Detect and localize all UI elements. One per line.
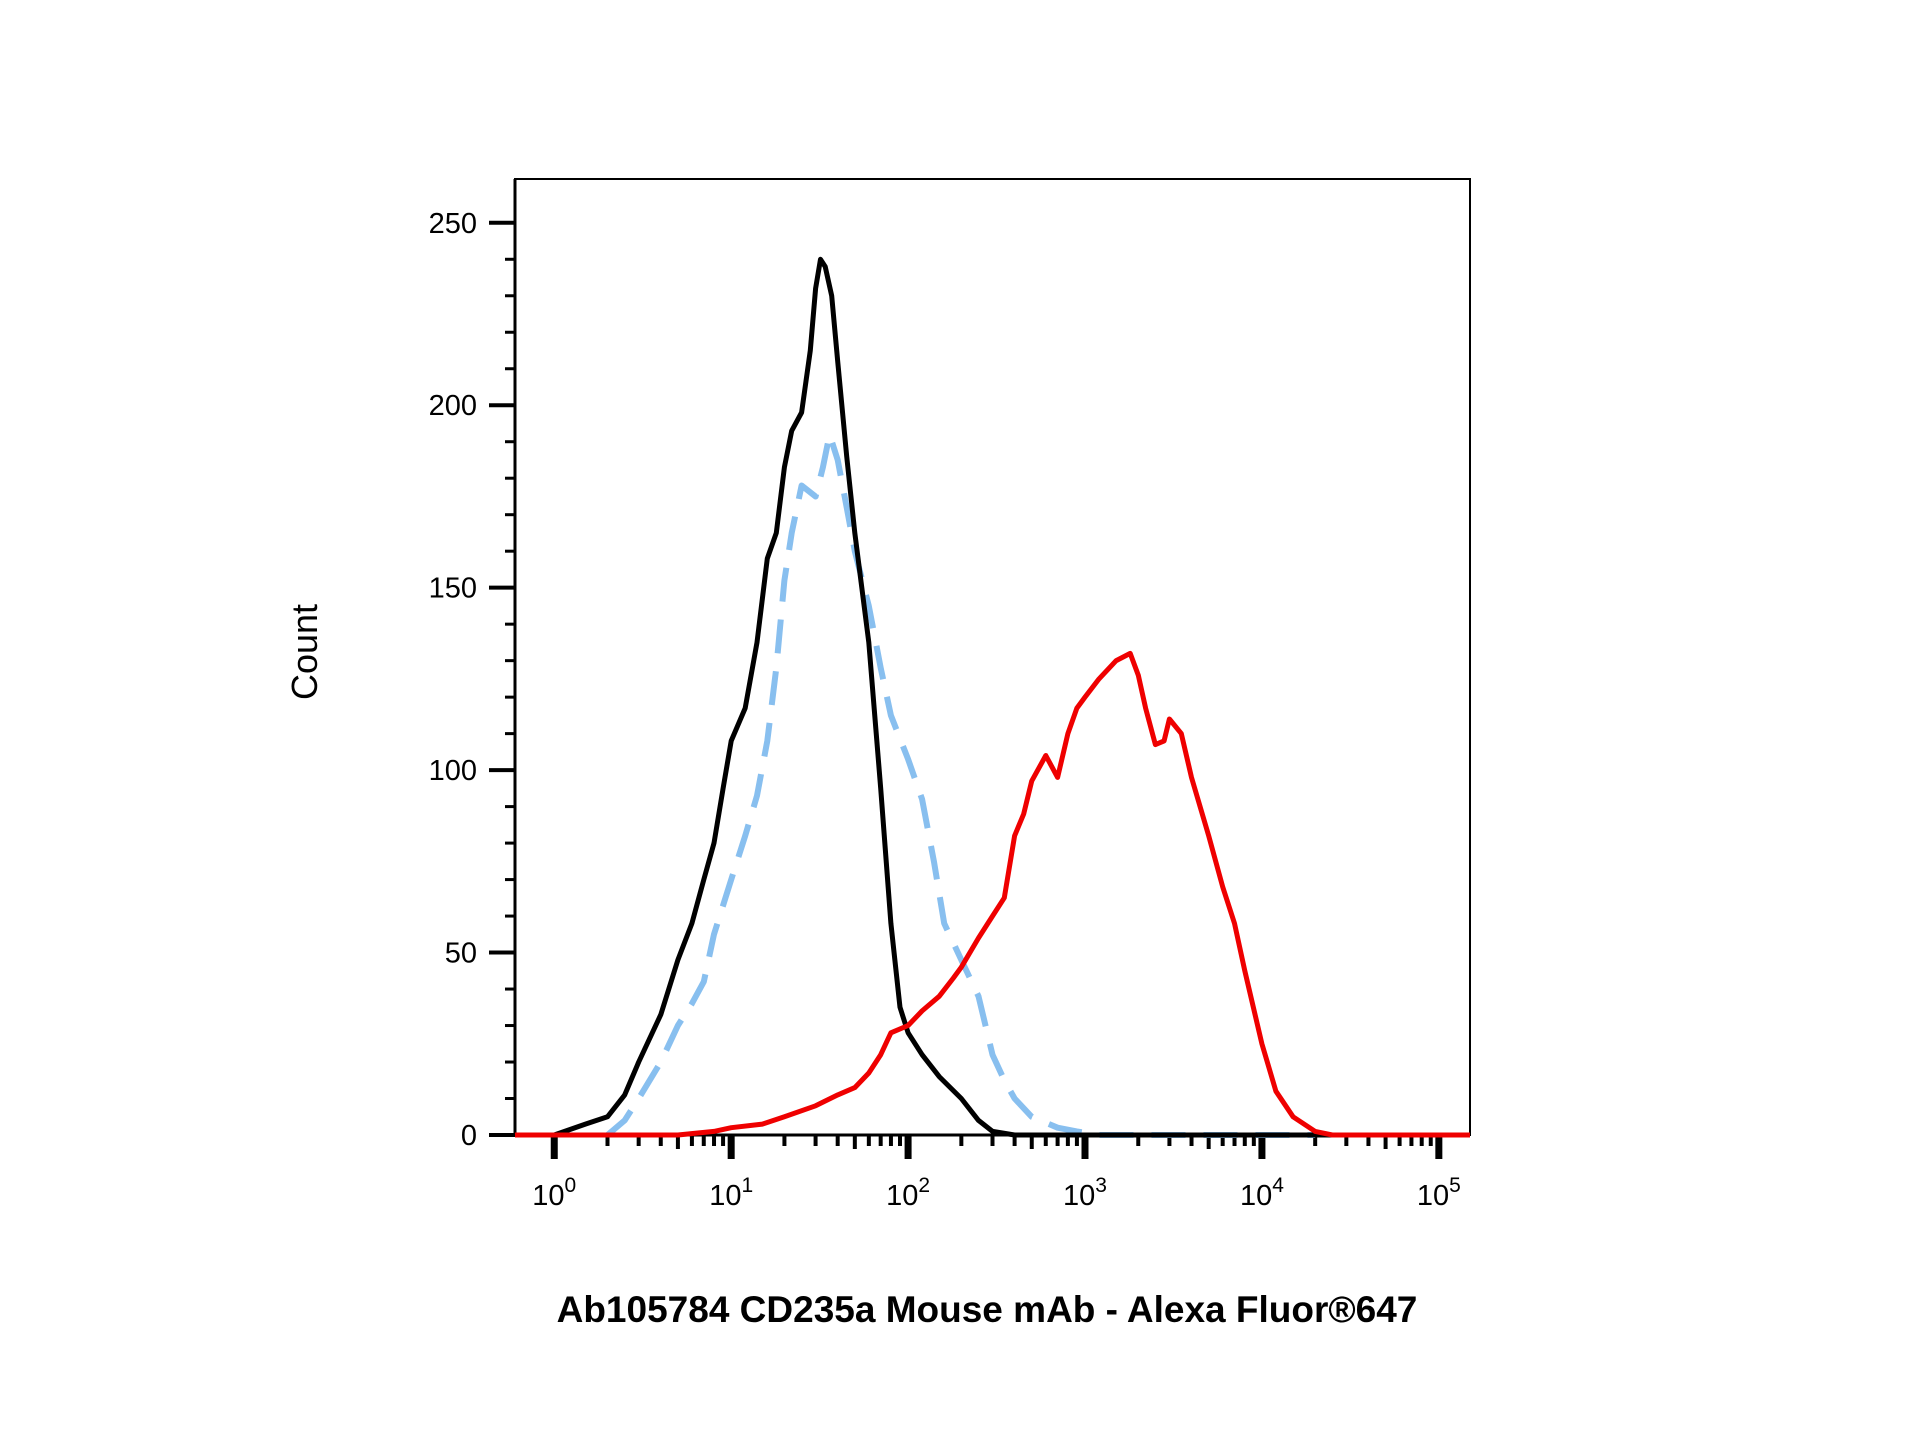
y-tick-label: 50 [445, 938, 477, 970]
series-black-histogram [515, 256, 1470, 1138]
x-tick-label: 101 [709, 1174, 753, 1212]
series-layer [515, 256, 1470, 1138]
y-tick-label: 200 [429, 390, 477, 422]
plot-frame [514, 178, 1471, 1136]
x-tick-label: 103 [1063, 1174, 1107, 1212]
x-axis-title: Ab105784 CD235a Mouse mAb - Alexa Fluor®… [557, 1289, 1418, 1330]
y-axis: 0 50 100 150 200 250 [429, 208, 515, 1152]
y-axis-title: Count [284, 604, 325, 700]
x-tick-label: 105 [1417, 1174, 1461, 1212]
series-blue-dashed-histogram [605, 431, 1316, 1138]
y-tick-label: 0 [461, 1120, 477, 1152]
y-tick-label: 100 [429, 755, 477, 787]
series-red-histogram [515, 650, 1470, 1138]
x-tick-label: 100 [532, 1174, 576, 1212]
y-tick-label: 150 [429, 573, 477, 605]
x-tick-label: 104 [1240, 1174, 1284, 1212]
x-axis: 100 101 102 103 104 105 [532, 1135, 1461, 1212]
x-tick-label: 102 [886, 1174, 930, 1212]
y-tick-label: 250 [429, 208, 477, 240]
